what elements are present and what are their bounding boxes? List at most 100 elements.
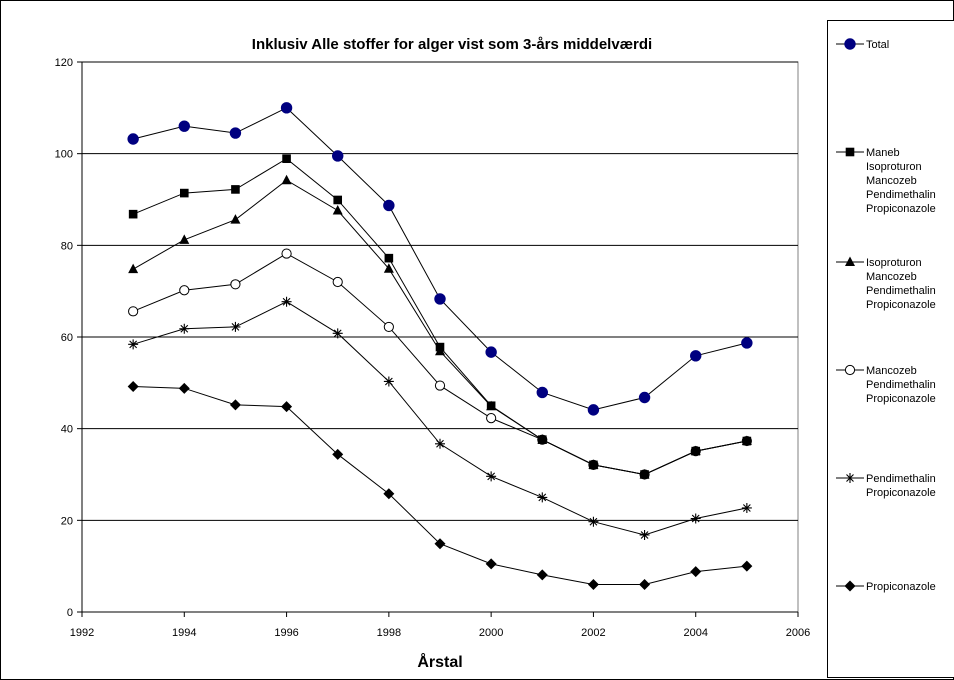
- data-point: [434, 293, 446, 305]
- data-point: [639, 579, 651, 590]
- series-5: [127, 381, 753, 590]
- data-point: [741, 337, 753, 349]
- data-point: [333, 195, 343, 205]
- legend-label: Propiconazole: [866, 487, 936, 499]
- legend-entry-4: Pendimethalin Propiconazole: [836, 473, 936, 499]
- x-tick-label: 1998: [377, 627, 401, 639]
- data-point: [383, 321, 394, 333]
- x-tick-label: 1994: [172, 627, 196, 639]
- legend-marker: [845, 473, 855, 483]
- legend-label: Mancozeb: [866, 365, 917, 377]
- x-tick-label: 1996: [274, 627, 298, 639]
- legend-entry-1: Maneb Isoproturon Mancozeb Pendimethalin Pro…: [836, 147, 936, 215]
- data-point: [486, 471, 497, 482]
- data-point: [332, 150, 344, 162]
- data-point: [741, 502, 752, 513]
- data-point: [741, 560, 753, 572]
- chart-title: Inklusiv Alle stoffer for alger vist som…: [252, 36, 652, 53]
- legend-label: Pendimethalin: [866, 379, 936, 391]
- series-4: [128, 296, 752, 540]
- data-point: [384, 253, 394, 263]
- data-point: [178, 120, 190, 132]
- series-layer: [127, 102, 753, 590]
- series-1: [128, 154, 752, 479]
- y-tick-label: 40: [61, 424, 73, 436]
- legend-entry-0: Total: [836, 38, 889, 51]
- legend-label: Isoproturon: [866, 161, 922, 173]
- data-point: [229, 127, 242, 139]
- y-tick-label: 80: [61, 240, 73, 252]
- data-point: [434, 380, 446, 391]
- y-tick-label: 60: [61, 332, 73, 344]
- legend-label: Mancozeb: [866, 271, 917, 283]
- legend-label: Propiconazole: [866, 203, 936, 215]
- data-point: [179, 188, 189, 198]
- data-point: [537, 435, 547, 444]
- data-point: [486, 413, 497, 424]
- x-tick-label: 2002: [581, 627, 605, 639]
- legend-marker: [845, 147, 855, 157]
- data-point: [640, 470, 649, 479]
- x-axis-label: Årstal: [417, 652, 462, 671]
- data-point: [178, 382, 190, 394]
- x-tick-label: 2006: [786, 627, 810, 639]
- data-point: [128, 306, 139, 317]
- data-point: [435, 342, 445, 352]
- data-point: [128, 209, 138, 219]
- data-point: [127, 381, 139, 392]
- data-point: [229, 399, 241, 411]
- data-point: [280, 102, 293, 114]
- data-point: [690, 566, 702, 578]
- legend-label: Propiconazole: [866, 581, 936, 593]
- data-point: [639, 530, 650, 540]
- data-point: [332, 276, 343, 288]
- legend-label: Propiconazole: [866, 393, 936, 405]
- data-point: [435, 438, 445, 449]
- data-point: [332, 205, 343, 215]
- data-point: [536, 386, 548, 399]
- legend-label: Pendimethalin: [866, 285, 936, 297]
- legend-marker: [845, 256, 855, 266]
- legend-label: Pendimethalin: [866, 473, 936, 485]
- data-point: [281, 401, 293, 413]
- data-point: [179, 234, 190, 244]
- data-point: [383, 199, 395, 212]
- data-point: [230, 214, 241, 224]
- y-tick-label: 20: [61, 515, 73, 527]
- data-point: [230, 279, 241, 290]
- data-point: [282, 154, 291, 164]
- data-point: [589, 460, 598, 470]
- legend-marker: [844, 364, 856, 376]
- data-point: [588, 516, 599, 527]
- data-point: [587, 404, 600, 416]
- data-point: [537, 492, 548, 503]
- legend: Total Maneb Isoproturon Mancozeb Pendimethal…: [827, 20, 954, 678]
- data-point: [127, 133, 139, 145]
- legend-marker: [844, 38, 856, 50]
- data-point: [587, 579, 599, 590]
- x-tick-label: 2000: [479, 627, 503, 639]
- data-point: [332, 328, 343, 339]
- data-point: [281, 296, 292, 307]
- data-point: [231, 185, 240, 194]
- legend-label: Maneb: [866, 147, 900, 159]
- gridlines: [82, 61, 798, 521]
- data-point: [485, 346, 497, 358]
- data-point: [332, 448, 344, 460]
- legend-label: Mancozeb: [866, 175, 917, 187]
- data-point: [179, 323, 190, 334]
- legend-label: Propiconazole: [866, 299, 936, 311]
- data-point: [691, 446, 701, 456]
- data-point: [690, 350, 702, 362]
- x-tick-label: 1992: [70, 627, 94, 639]
- legend-entry-2: Isoproturon Mancozeb Pendimethalin Propicon…: [836, 256, 936, 311]
- series-0: [127, 102, 753, 416]
- legend-label: Isoproturon: [866, 257, 922, 269]
- data-point: [536, 569, 548, 581]
- data-point: [486, 401, 496, 411]
- legend-label: Total: [866, 39, 889, 51]
- data-point: [383, 376, 394, 387]
- data-point: [742, 436, 752, 446]
- x-tick-label: 2004: [683, 627, 707, 639]
- data-point: [230, 321, 241, 332]
